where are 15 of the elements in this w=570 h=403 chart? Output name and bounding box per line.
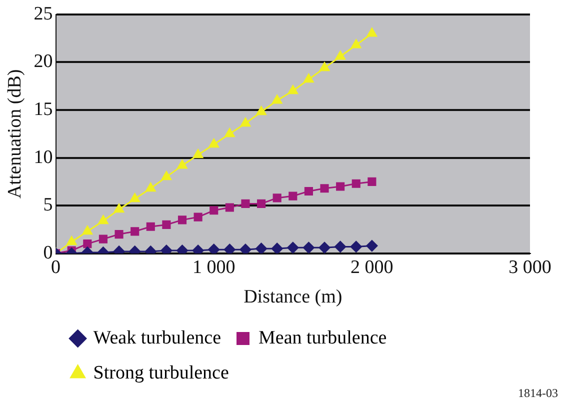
legend-label: Mean turbulence (258, 327, 387, 348)
y-axis-title: Attenuation (dB) (4, 69, 26, 199)
x-tick-label: 1 000 (192, 256, 236, 278)
x-tick-label: 2 000 (350, 256, 394, 278)
text: 1814-03 (518, 386, 558, 401)
y-tick-label: 5 (43, 194, 53, 216)
y-tick-label: 20 (34, 51, 53, 72)
legend-label: Weak turbulence (93, 327, 222, 348)
y-tick-label: 10 (34, 146, 53, 168)
y-tick-label: 0 (43, 242, 53, 264)
y-tick-label: 25 (34, 3, 53, 24)
x-axis-title: Distance (m) (244, 286, 342, 308)
x-tick-label: 3 000 (508, 256, 552, 278)
y-tick-label: 15 (34, 98, 53, 120)
legend-label: Strong turbulence (93, 362, 229, 384)
